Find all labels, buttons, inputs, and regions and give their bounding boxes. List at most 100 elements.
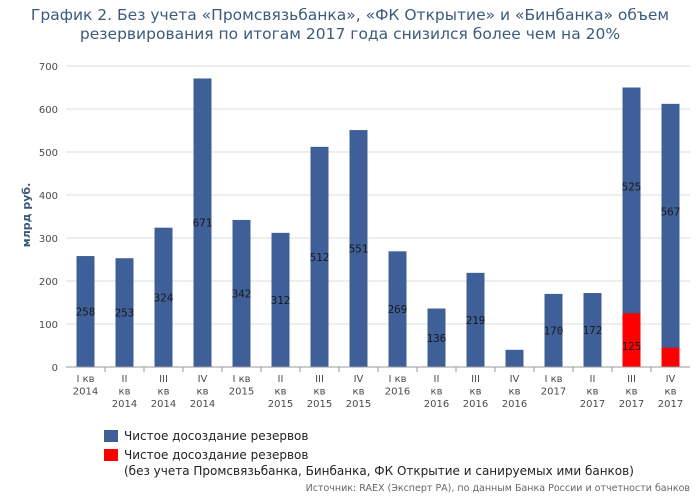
bar [154, 227, 173, 367]
x-tick-label: кв [158, 387, 170, 398]
value-label: 253 [115, 307, 135, 320]
bar-red [661, 347, 680, 367]
value-label: 324 [154, 291, 174, 304]
value-label: 136 [427, 332, 447, 345]
legend-swatch-blue [104, 430, 118, 442]
value-label: 269 [388, 303, 408, 316]
y-tick-label: 600 [39, 105, 58, 116]
x-tick-label: II [278, 374, 284, 385]
bar [271, 232, 290, 367]
x-tick-label: III [471, 374, 480, 385]
value-label-red: 125 [622, 340, 642, 353]
x-tick-label: кв [275, 387, 287, 398]
x-tick-label: II [434, 374, 440, 385]
x-tick-label: IV [354, 374, 364, 385]
x-tick-label: 2015 [307, 399, 332, 410]
value-label: 551 [349, 243, 369, 256]
y-tick-label: 100 [39, 320, 58, 331]
value-label: 525 [622, 180, 642, 193]
x-tick-label: III [159, 374, 168, 385]
bar [427, 308, 446, 367]
value-label: 219 [466, 314, 486, 327]
legend-label-red-line1: Чистое досоздание резервов [124, 448, 309, 462]
legend-label-red: Чистое досоздание резервов (без учета Пр… [124, 447, 634, 479]
legend-label-red-line2: (без учета Промсвязьбанка, Бинбанка, ФК … [124, 464, 634, 478]
x-tick-label: кв [587, 387, 599, 398]
bar [115, 258, 134, 367]
x-tick-label: 2015 [229, 387, 254, 398]
bars [76, 78, 680, 367]
legend-item-blue: Чистое досоздание резервов [104, 428, 634, 444]
y-tick-label: 0 [52, 363, 58, 374]
legend: Чистое досоздание резервов Чистое досозд… [104, 428, 634, 482]
y-tick-label: 200 [39, 277, 58, 288]
bar-chart: 258 253 324 671 342 312 512 551 269 136 219 170 172 5… [20, 62, 690, 410]
x-tick-label: кв [665, 387, 677, 398]
x-tick-label: кв [353, 387, 365, 398]
value-label: 342 [232, 287, 252, 300]
bar [583, 293, 602, 367]
x-tick-label: 2014 [151, 399, 176, 410]
x-tick-label: II [590, 374, 596, 385]
chart-title-line1: График 2. Без учета «Промсвязьбанка», «Ф… [30, 6, 670, 24]
x-tick-label: 2014 [112, 399, 137, 410]
chart-title-line2: резервирования по итогам 2017 года снизи… [79, 25, 621, 43]
y-tick-label: 700 [39, 62, 58, 73]
x-tick-label: 2017 [619, 399, 644, 410]
value-label: 170 [544, 324, 564, 337]
bar [466, 272, 485, 367]
x-tick-label: III [627, 374, 636, 385]
x-tick-label: 2014 [190, 399, 215, 410]
legend-label-blue: Чистое досоздание резервов [124, 429, 309, 443]
bar [622, 87, 641, 367]
bar [388, 251, 407, 367]
value-label: 312 [271, 294, 291, 307]
x-tick-label: кв [197, 387, 209, 398]
x-tick-label: 2017 [580, 399, 605, 410]
x-tick-label: кв [509, 387, 521, 398]
x-tick-label: кв [119, 387, 131, 398]
source-note: Источник: RAEX (Эксперт РА), по данным Б… [305, 483, 690, 494]
x-tick-label: 2017 [658, 399, 683, 410]
bar [76, 256, 95, 367]
x-tick-label: I кв [388, 374, 406, 385]
y-tick-label: 500 [39, 148, 58, 159]
x-tick-label: 2015 [346, 399, 371, 410]
x-tick-label: кв [314, 387, 326, 398]
bar [193, 78, 212, 367]
x-tick-label: кв [470, 387, 482, 398]
bar [661, 103, 680, 367]
x-tick-label: 2017 [541, 387, 566, 398]
x-tick-label: IV [198, 374, 208, 385]
value-label: 258 [76, 306, 96, 319]
y-tick-label: 300 [39, 234, 58, 245]
bar-red [622, 313, 641, 367]
value-label: 172 [583, 324, 603, 337]
x-tick-label: 2014 [73, 387, 98, 398]
bar [505, 349, 524, 367]
y-tick-label: 400 [39, 191, 58, 202]
x-tick-label: I кв [76, 374, 94, 385]
x-tick-label: 2016 [463, 399, 488, 410]
x-tick-label: 2015 [268, 399, 293, 410]
bar [310, 146, 329, 367]
x-tick-label: II [122, 374, 128, 385]
legend-item-red: Чистое досоздание резервов (без учета Пр… [104, 447, 634, 479]
value-label: 671 [193, 217, 213, 230]
x-tick-label: кв [431, 387, 443, 398]
value-label: 567 [661, 206, 681, 219]
x-tick-label: I кв [544, 374, 562, 385]
x-tick-label: I кв [232, 374, 250, 385]
x-tick-label: 2016 [385, 387, 410, 398]
bar [232, 219, 251, 367]
value-label: 512 [310, 251, 330, 264]
chart-title: График 2. Без учета «Промсвязьбанка», «Ф… [0, 6, 700, 44]
x-tick-label: кв [626, 387, 638, 398]
bar [544, 293, 563, 367]
x-tick-label: IV [510, 374, 520, 385]
y-axis-label: млрд руб. [20, 183, 33, 248]
legend-swatch-red [104, 449, 118, 461]
x-tick-label: III [315, 374, 324, 385]
bar [349, 130, 368, 367]
